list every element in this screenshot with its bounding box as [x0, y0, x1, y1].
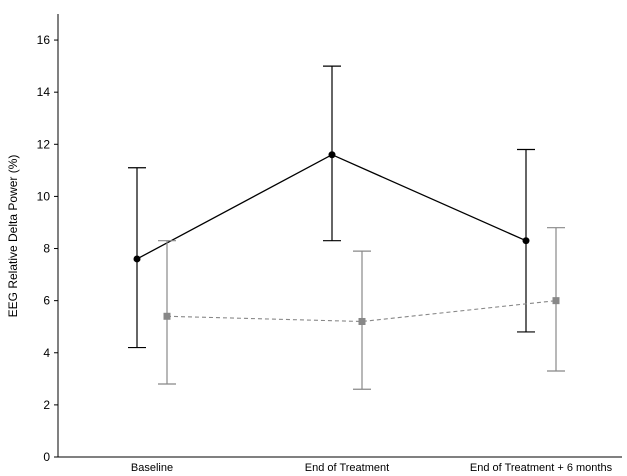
x-tick-label: Baseline [131, 462, 173, 474]
data-point [133, 255, 141, 263]
series-2 [158, 227, 565, 390]
data-point [552, 297, 560, 305]
series-1 [128, 65, 535, 349]
y-tick-label: 10 [37, 189, 51, 203]
y-tick-label: 0 [43, 450, 50, 464]
y-tick-label: 12 [37, 137, 51, 151]
y-axis-label: EEG Relative Delta Power (%) [6, 155, 20, 318]
y-tick-label: 14 [37, 85, 51, 99]
y-tick-label: 16 [37, 33, 51, 47]
series-line [166, 300, 557, 323]
data-point [522, 237, 530, 245]
x-tick-label: End of Treatment + 6 months [470, 462, 613, 474]
x-ticks: Baseline End of Treatment End of Treatment… [131, 462, 613, 474]
x-tick-label: End of Treatment [305, 462, 389, 474]
series-group [128, 65, 565, 390]
data-point [163, 312, 171, 320]
y-tick-label: 4 [43, 346, 50, 360]
y-ticks: 0 2 4 6 8 10 12 14 16 [37, 33, 58, 464]
data-point [358, 317, 366, 325]
y-tick-label: 8 [43, 242, 50, 256]
y-tick-label: 2 [43, 398, 50, 412]
y-tick-label: 6 [43, 294, 50, 308]
data-point [328, 151, 336, 159]
axes [57, 14, 622, 458]
